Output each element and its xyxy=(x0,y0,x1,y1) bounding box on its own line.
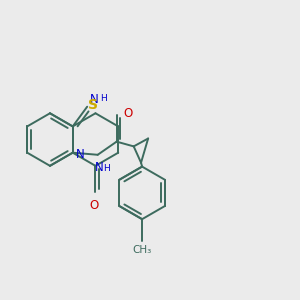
Text: CH₃: CH₃ xyxy=(133,245,152,256)
Text: O: O xyxy=(90,199,99,212)
Text: N: N xyxy=(90,93,98,106)
Text: H: H xyxy=(103,164,110,173)
Text: N: N xyxy=(94,161,103,174)
Text: O: O xyxy=(123,107,132,120)
Text: H: H xyxy=(100,94,107,103)
Text: S: S xyxy=(88,98,98,112)
Text: N: N xyxy=(76,148,85,161)
